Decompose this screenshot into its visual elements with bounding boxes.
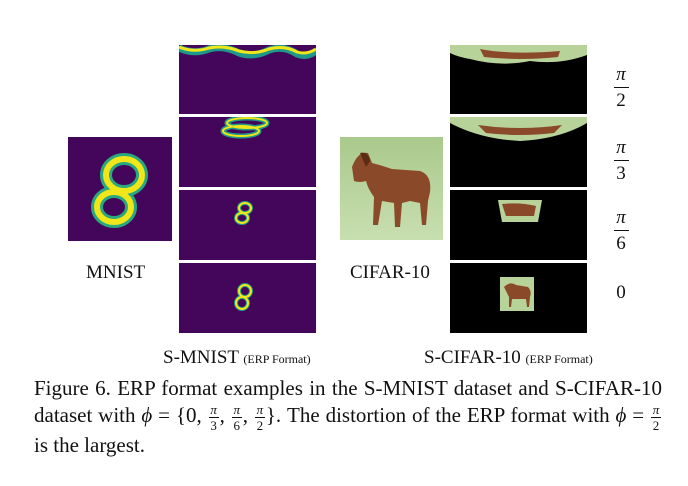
caption-text-1: ERP format examples in the S-MNIST datas… <box>34 376 663 427</box>
cifar-image <box>340 137 443 240</box>
scifar-panel-pi-3 <box>450 117 587 187</box>
scifar-label: S-CIFAR-10 (ERP Format) <box>424 347 593 368</box>
smnist-panel-pi-3 <box>179 117 316 187</box>
mnist-label: MNIST <box>86 262 146 283</box>
figure-caption: Figure 6. ERP format examples in the S-M… <box>34 376 663 457</box>
scifar-panel-pi-6 <box>450 190 587 260</box>
caption-prefix: Figure 6. <box>34 376 111 400</box>
smnist-panel-pi-2 <box>179 45 316 114</box>
scifar-panel-pi-2 <box>450 45 587 114</box>
cifar-label: CIFAR-10 <box>350 262 430 283</box>
mnist-image <box>68 137 172 241</box>
caption-text-3: is the largest. <box>34 432 146 457</box>
smnist-panel-0 <box>179 263 316 333</box>
scifar-panel-0 <box>450 263 587 333</box>
caption-text-2: The distortion of the ERP format with <box>287 403 610 427</box>
smnist-panel-pi-6 <box>179 190 316 260</box>
smnist-label: S-MNIST (ERP Format) <box>163 347 311 368</box>
phi-label-0: 0 <box>616 282 626 303</box>
